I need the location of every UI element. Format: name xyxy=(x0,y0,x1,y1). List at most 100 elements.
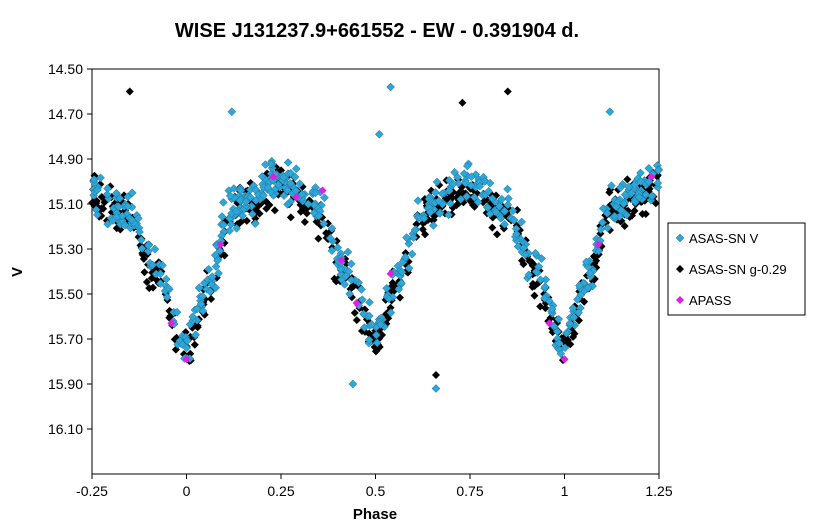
series-asassn-v-point xyxy=(456,194,466,204)
y-tick-label: 15.30 xyxy=(48,241,83,257)
series-asassn-g-point xyxy=(623,175,632,184)
series-asassn-v-point xyxy=(112,212,121,222)
series-asassn-g-point xyxy=(125,87,134,96)
series-asassn-v-point xyxy=(565,319,575,328)
series-asassn-v-point xyxy=(359,323,369,332)
series-asassn-g-point xyxy=(517,256,526,265)
series-asassn-v-point xyxy=(191,330,200,340)
series-asassn-g-point xyxy=(330,274,339,283)
legend-marker-asassn-g xyxy=(676,265,684,273)
x-axis-ticks: -0.25 0 0.25 0.5 0.75 1 1.25 xyxy=(76,474,673,499)
series-asassn-v-point xyxy=(594,246,604,256)
series-asassn-v-point xyxy=(102,190,112,199)
series-asassn-v-point xyxy=(341,271,351,281)
y-tick-label: 16.10 xyxy=(48,421,83,437)
series-asassn-v-point xyxy=(251,196,261,205)
series-asassn-v-point xyxy=(133,214,143,223)
series-asassn-v-point xyxy=(644,163,654,173)
series-asassn-g-point xyxy=(479,198,488,207)
series-asassn-v-point xyxy=(610,211,619,221)
x-tick-label: 1 xyxy=(561,483,569,499)
series-asassn-v-point xyxy=(225,226,234,236)
series-asassn-v-point xyxy=(556,349,566,359)
y-tick-label: 15.50 xyxy=(48,286,83,302)
series-asassn-g-point xyxy=(253,202,262,211)
series-asassn-v-point xyxy=(582,257,591,267)
series-asassn-v-point xyxy=(554,339,564,348)
series-asassn-v-point xyxy=(484,186,494,196)
series-asassn-v-point xyxy=(616,183,625,193)
series-asassn-v-point xyxy=(225,191,235,201)
series-asassn-g-point xyxy=(493,230,502,239)
series-asassn-v-point xyxy=(261,160,270,169)
series-asassn-v-point xyxy=(282,186,292,195)
series-asassn-v-point xyxy=(266,159,276,169)
series-asassn-v-point xyxy=(453,172,462,182)
series-asassn-v-point xyxy=(279,172,289,182)
series-asassn-v-point xyxy=(235,196,245,205)
series-asassn-g-point xyxy=(286,213,295,222)
series-asassn-v-point xyxy=(611,202,621,212)
series-asassn-g-point xyxy=(395,293,404,302)
series-asassn-v-point xyxy=(641,190,651,199)
series-asassn-v-point xyxy=(487,194,497,203)
y-tick-label: 15.90 xyxy=(48,376,83,392)
series-asassn-v-point xyxy=(205,287,215,296)
series-asassn-v-point xyxy=(214,268,223,278)
series-asassn-v-point xyxy=(376,320,386,329)
series-asassn-v-point xyxy=(327,246,337,256)
series-asassn-v-point xyxy=(213,256,222,266)
series-asassn-g-point xyxy=(350,308,359,317)
series-asassn-v-point xyxy=(137,244,147,253)
series-asassn-v-point xyxy=(103,219,113,229)
series-asassn-g-point xyxy=(138,250,147,259)
series-asassn-v-point xyxy=(394,284,404,294)
series-asassn-v-point xyxy=(473,197,483,207)
series-asassn-v-point xyxy=(627,188,636,198)
series-asassn-v-point xyxy=(485,178,495,188)
y-axis-ticks: 14.50 14.70 14.90 15.10 15.30 15.50 15.70 15.90… xyxy=(48,61,92,437)
series-asassn-v-point xyxy=(413,196,423,206)
series-asassn-v-point xyxy=(500,219,509,229)
series-asassn-v-point xyxy=(540,282,550,292)
series-asassn-v-point xyxy=(93,210,102,220)
series-asassn-v-point xyxy=(123,192,133,202)
y-axis-label: V xyxy=(9,267,26,277)
series-asassn-v-point xyxy=(653,178,663,188)
series-asassn-v-point xyxy=(148,260,158,270)
series-asassn-v-point xyxy=(333,243,343,252)
series-asassn-v-point xyxy=(491,207,501,217)
series-asassn-v-point xyxy=(364,335,374,345)
series-asassn-v-point xyxy=(198,291,208,301)
series-asassn-v-point xyxy=(496,213,506,223)
series-asassn-v-point xyxy=(336,269,346,279)
series-asassn-v-point xyxy=(540,293,549,303)
series-asassn-v-point xyxy=(585,268,595,278)
series-asassn-v-point xyxy=(386,308,396,318)
series-asassn-v-point xyxy=(431,188,440,197)
series-asassn-v-point xyxy=(358,295,367,305)
series-asassn-v-point xyxy=(462,192,471,201)
series-asassn-v-point xyxy=(108,216,118,225)
series-asassn-v-point xyxy=(117,211,127,221)
series-asassn-v-point xyxy=(279,191,289,201)
series-asassn-v-point xyxy=(143,246,153,256)
series-asassn-v-point xyxy=(346,259,356,269)
y-tick-label: 14.70 xyxy=(48,106,83,122)
series-asassn-v-point xyxy=(164,283,173,293)
series-asassn-v-point xyxy=(630,197,640,206)
series-asassn-v-point xyxy=(588,281,597,291)
series-asassn-v-point xyxy=(503,184,512,194)
series-asassn-g-point xyxy=(431,371,440,379)
plot-area-frame xyxy=(91,68,660,475)
series-asassn-v-point xyxy=(409,233,418,242)
series-asassn-v-point xyxy=(561,328,571,338)
series-asassn-v-point xyxy=(286,178,295,188)
series-asassn-g-point xyxy=(352,316,361,325)
series-asassn-v-point xyxy=(568,303,578,313)
series-asassn-v-point xyxy=(150,244,160,254)
series-asassn-g-point xyxy=(401,248,410,257)
series-asassn-g-point xyxy=(220,251,229,260)
series-asassn-v-point xyxy=(311,188,320,198)
series-asassn-v-point xyxy=(397,278,406,288)
